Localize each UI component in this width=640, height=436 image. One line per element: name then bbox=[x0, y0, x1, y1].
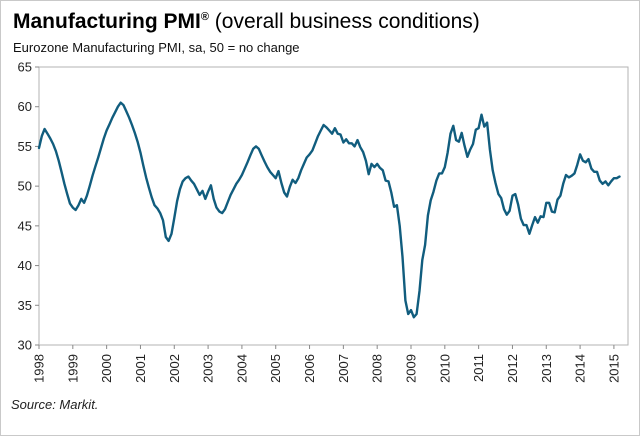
title-main: Manufacturing PMI bbox=[13, 10, 201, 33]
svg-text:2015: 2015 bbox=[606, 354, 621, 383]
svg-text:40: 40 bbox=[18, 258, 32, 273]
svg-text:2002: 2002 bbox=[167, 354, 182, 383]
svg-text:2005: 2005 bbox=[268, 354, 283, 383]
svg-text:2014: 2014 bbox=[573, 354, 588, 383]
svg-text:50: 50 bbox=[18, 179, 32, 194]
registered-trademark-symbol: ® bbox=[200, 11, 209, 23]
svg-text:2004: 2004 bbox=[234, 354, 249, 383]
svg-text:2006: 2006 bbox=[302, 354, 317, 383]
svg-text:2007: 2007 bbox=[336, 354, 351, 383]
source-note: Source: Markit. bbox=[11, 397, 99, 413]
pmi-line-chart: 30 35 40 45 50 55 60 65 1998 1999 2000 2001 2002 2003… bbox=[18, 60, 629, 383]
svg-text:2010: 2010 bbox=[437, 354, 452, 383]
svg-text:60: 60 bbox=[18, 99, 32, 114]
svg-text:65: 65 bbox=[18, 60, 32, 75]
svg-text:45: 45 bbox=[18, 219, 32, 234]
svg-text:1998: 1998 bbox=[32, 354, 47, 383]
page-title: Manufacturing PMI® (overall business con… bbox=[13, 9, 627, 35]
title-suffix: (overall business conditions) bbox=[208, 10, 480, 33]
svg-text:2000: 2000 bbox=[99, 354, 114, 383]
chart-subtitle: Eurozone Manufacturing PMI, sa, 50 = no … bbox=[13, 40, 300, 56]
chart-area: 30 35 40 45 50 55 60 65 1998 1999 2000 2001 2002 2003… bbox=[1, 55, 639, 403]
svg-text:35: 35 bbox=[18, 298, 32, 313]
svg-text:2012: 2012 bbox=[505, 354, 520, 383]
svg-text:55: 55 bbox=[18, 139, 32, 154]
chart-header: Manufacturing PMI® (overall business con… bbox=[1, 1, 639, 55]
svg-text:2009: 2009 bbox=[404, 354, 419, 383]
svg-text:2013: 2013 bbox=[539, 354, 554, 383]
svg-text:2011: 2011 bbox=[471, 354, 486, 382]
svg-text:2008: 2008 bbox=[370, 354, 385, 383]
svg-text:1999: 1999 bbox=[65, 354, 80, 383]
svg-text:30: 30 bbox=[18, 338, 32, 353]
svg-text:2001: 2001 bbox=[133, 354, 148, 383]
svg-text:2003: 2003 bbox=[201, 354, 216, 383]
